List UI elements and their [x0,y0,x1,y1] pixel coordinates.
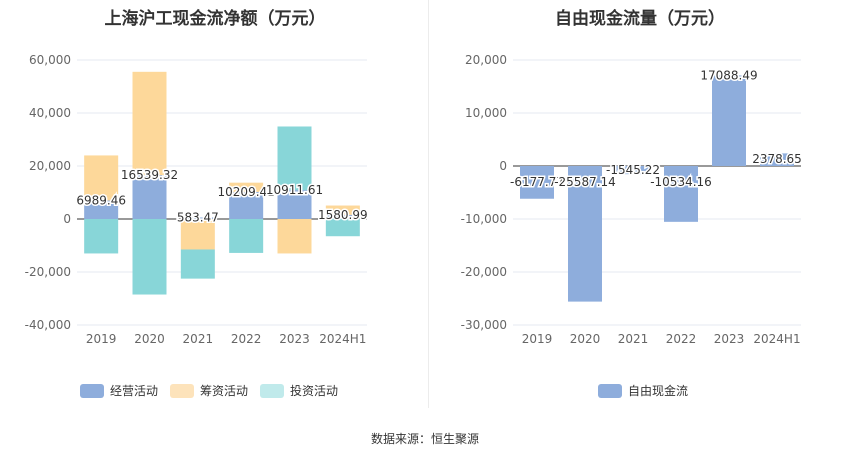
right-bar-fcf [712,75,746,166]
left-bar-investing [84,219,119,254]
legend-item-investing[interactable]: 投资活动 [260,382,338,399]
right-value-label: -6177.77 [510,175,564,189]
right-ytick-label: 0 [499,159,507,173]
left-bar-financing [325,205,360,215]
left-bar-investing [325,219,360,237]
left-bar-investing [277,126,312,191]
left-bar-operating [132,175,167,219]
right-xtick-label: 2020 [570,332,601,346]
data-source: 数据来源：恒生聚源 [370,432,479,446]
left-bar-operating [325,214,360,219]
right-ytick-label: 10,000 [465,106,507,120]
left-bar-operating [277,190,312,219]
left-ytick-label: -20,000 [25,265,71,279]
legend-label-operating: 经营活动 [110,384,159,398]
right-ytick-label: 20,000 [465,53,507,67]
legend-item-fcf[interactable]: 自由现金流 [598,382,688,399]
left-xtick-label: 2020 [134,332,165,346]
legend-item-operating[interactable]: 经营活动 [80,382,158,399]
left-bar-operating [84,200,119,219]
left-xtick-label: 2024H1 [319,332,366,346]
right-bar-fcf [616,166,650,175]
right-ytick-label: -10,000 [461,212,507,226]
legend-label-financing: 筹资活动 [200,384,249,398]
right-value-label: -1545.22 [606,163,660,177]
left-ytick-label: -40,000 [25,318,71,332]
left-bar-financing [84,155,119,201]
right-bar-fcf [568,166,602,302]
left-ytick-label: 40,000 [29,106,71,120]
left-bar-financing [229,182,264,192]
left-bar-financing [132,71,167,176]
right-xtick-label: 2024H1 [753,332,800,346]
left-xtick-label: 2019 [86,332,117,346]
legend-item-financing[interactable]: 筹资活动 [170,382,248,399]
right-ytick-label: -30,000 [461,318,507,332]
left-value-label: 16539.32 [121,168,178,182]
right-bar-fcf [760,153,794,166]
left-bar-operating [229,191,264,219]
right-bar-fcf [520,166,554,199]
legend-swatch-operating [80,383,104,398]
left-legend: 经营活动 筹资活动 投资活动 [80,382,350,399]
left-bar-investing [229,219,264,253]
left-ytick-label: 20,000 [29,159,71,173]
right-ytick-label: -20,000 [461,265,507,279]
left-xtick-label: 2021 [183,332,214,346]
left-bar-operating [180,217,215,219]
right-xtick-label: 2021 [618,332,649,346]
left-value-label: 583.47 [177,210,219,224]
panel-divider [428,0,429,408]
legend-swatch-financing [170,383,195,398]
right-bar-fcf [664,166,698,222]
legend-label-fcf: 自由现金流 [628,384,689,398]
legend-swatch-fcf [598,383,622,398]
left-value-label: 6989.46 [76,193,126,207]
left-bar-investing [132,219,167,295]
right-value-label: 17088.49 [700,68,757,82]
left-chart-title: 上海沪工现金流净额（万元） [104,9,326,29]
left-value-label: 10209.41 [218,185,275,199]
right-xtick-label: 2023 [714,332,745,346]
right-value-label: -25587.14 [554,175,616,189]
right-value-label: 2378.65 [752,152,802,166]
legend-label-investing: 投资活动 [290,384,339,398]
left-ytick-label: 0 [63,212,71,226]
left-xtick-label: 2022 [231,332,262,346]
right-value-label: -10534.16 [650,175,712,189]
left-bar-financing [277,219,312,254]
left-xtick-label: 2023 [279,332,310,346]
right-xtick-label: 2022 [666,332,697,346]
right-legend: 自由现金流 [598,382,700,399]
left-bar-financing [180,219,215,250]
left-value-label: 1580.99 [318,208,368,222]
right-xtick-label: 2019 [522,332,553,346]
legend-swatch-investing [260,383,285,398]
left-value-label: 10911.61 [266,183,323,197]
left-ytick-label: 60,000 [29,53,71,67]
right-chart-title: 自由现金流量（万元） [555,9,725,29]
left-bar-investing [180,249,215,279]
